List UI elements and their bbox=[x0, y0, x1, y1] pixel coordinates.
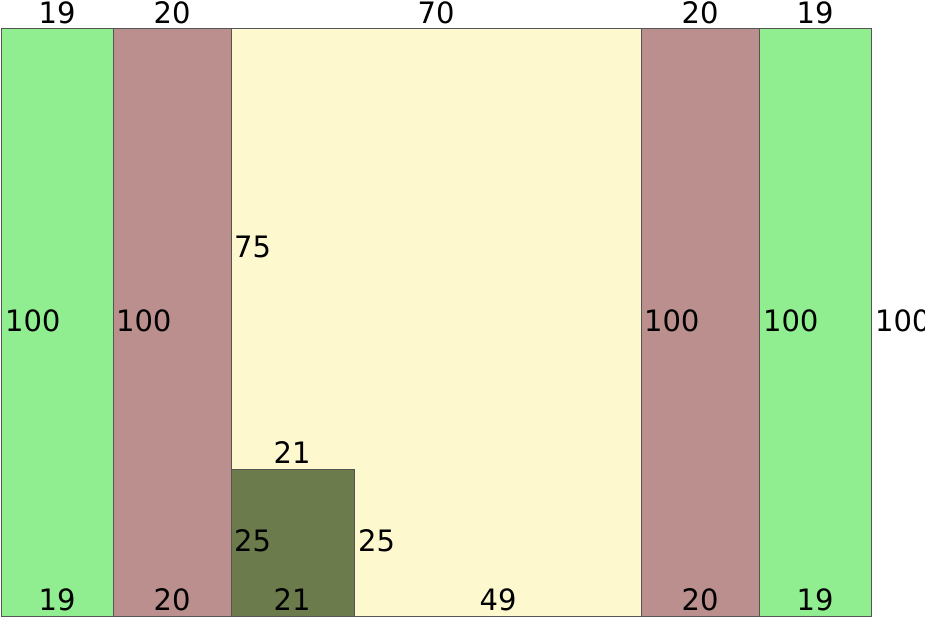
top-label-1: 19 bbox=[38, 0, 76, 30]
mauve-left-height: 100 bbox=[116, 304, 172, 338]
block-left-height: 25 bbox=[234, 524, 271, 558]
green-right-panel bbox=[759, 28, 872, 617]
green-left-height: 100 bbox=[5, 304, 61, 338]
center-upper-height: 75 bbox=[234, 230, 271, 264]
bottom-label-5: 20 bbox=[681, 583, 719, 617]
green-right-height: 100 bbox=[763, 304, 819, 338]
olive-block bbox=[231, 469, 355, 617]
bottom-label-4: 49 bbox=[479, 583, 517, 617]
top-label-3: 70 bbox=[417, 0, 455, 30]
bottom-label-2: 20 bbox=[153, 583, 191, 617]
block-top-width: 21 bbox=[273, 436, 311, 470]
top-label-4: 20 bbox=[681, 0, 719, 30]
bottom-label-1: 19 bbox=[38, 583, 76, 617]
mauve-right-height: 100 bbox=[644, 304, 700, 338]
green-left-panel bbox=[1, 28, 114, 617]
bottom-label-6: 19 bbox=[796, 583, 834, 617]
top-label-5: 19 bbox=[796, 0, 834, 30]
top-label-2: 20 bbox=[153, 0, 191, 30]
outer-right-height: 100 bbox=[875, 304, 925, 338]
mauve-left-panel bbox=[113, 28, 232, 617]
bottom-label-3: 21 bbox=[273, 583, 311, 617]
block-right-height: 25 bbox=[358, 524, 395, 558]
